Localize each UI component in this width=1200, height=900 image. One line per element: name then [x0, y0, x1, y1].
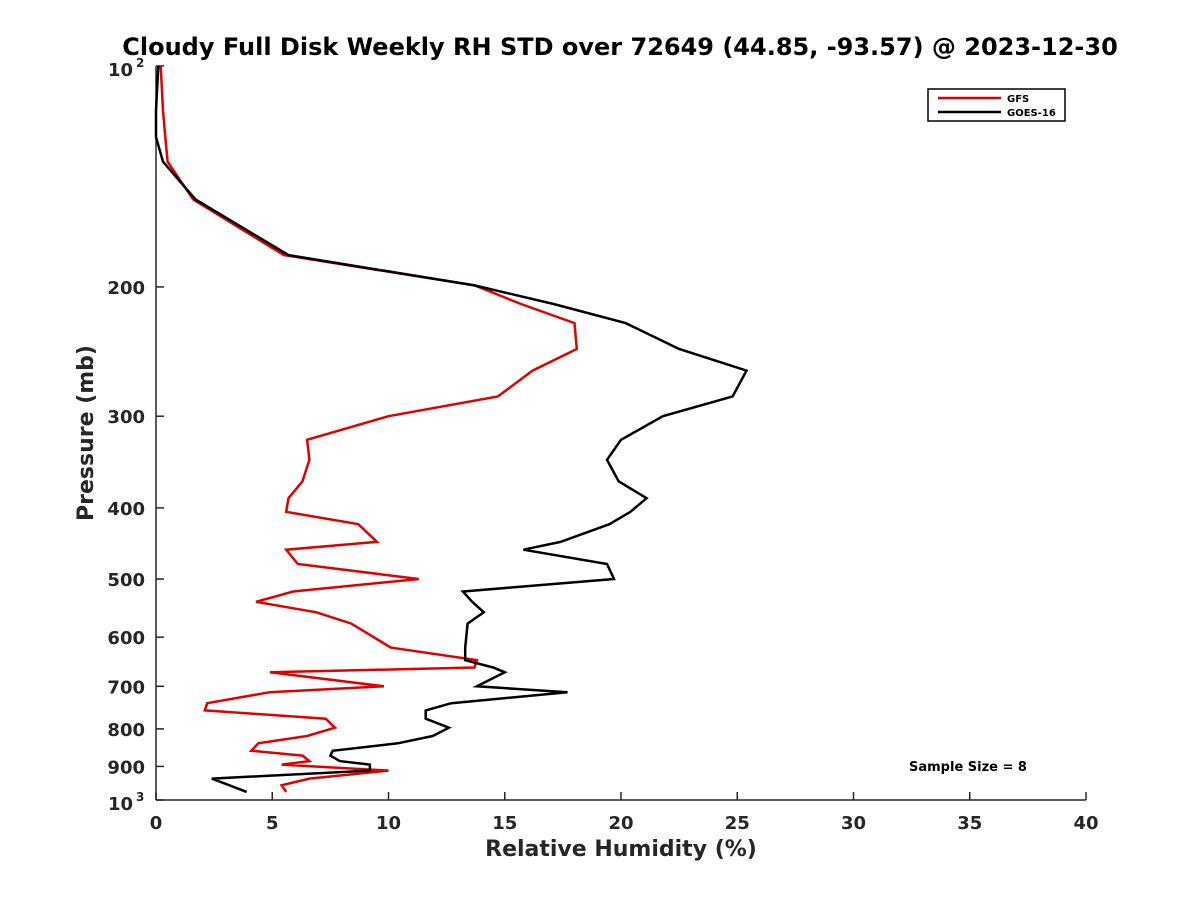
x-tick-label: 5 — [266, 813, 279, 834]
y-tick-label-exponent: 3 — [136, 790, 144, 804]
legend-label: GFS — [1007, 94, 1029, 105]
series-line-goes-16 — [154, 65, 749, 794]
x-tick-label: 20 — [608, 813, 633, 834]
y-tick-label: 300 — [107, 407, 145, 428]
x-tick-label: 30 — [841, 813, 866, 834]
x-tick-label: 10 — [376, 813, 401, 834]
y-tick-label: 600 — [107, 628, 145, 649]
x-tick-label: 40 — [1073, 813, 1098, 834]
y-tick-label: 700 — [107, 677, 145, 698]
y-tick-label: 400 — [107, 499, 145, 520]
x-tick-label: 15 — [492, 813, 517, 834]
y-tick-label-base: 10 — [108, 60, 133, 81]
chart-title: Cloudy Full Disk Weekly RH STD over 7264… — [122, 33, 1118, 61]
legend: GFS GOES-16 — [927, 88, 1066, 122]
sample-size-annotation: Sample Size = 8 — [909, 760, 1027, 775]
x-axis-label: Relative Humidity (%) — [485, 837, 757, 862]
y-tick-label: 200 — [107, 278, 145, 299]
legend-box — [927, 88, 1066, 122]
axes: 0 5 10 15 20 25 30 35 40 10 220030040050060070080… — [107, 56, 1098, 834]
y-tick-label: 500 — [107, 570, 145, 591]
y-tick-label: 800 — [107, 720, 145, 741]
series-line-gfs — [159, 65, 579, 793]
x-ticks: 0 5 10 15 20 25 30 35 40 — [150, 792, 1099, 834]
legend-label: GOES-16 — [1007, 108, 1056, 119]
legend-entries: GFS GOES-16 — [938, 94, 1056, 119]
x-tick-label: 25 — [725, 813, 750, 834]
y-tick-label-base: 10 — [108, 794, 133, 815]
y-tick-label: 10 — [108, 794, 133, 815]
y-tick-label: 900 — [107, 757, 145, 778]
x-tick-label: 0 — [150, 813, 163, 834]
x-tick-label: 35 — [957, 813, 982, 834]
y-tick-label: 10 — [108, 60, 133, 81]
series-group — [154, 65, 749, 794]
y-axis-label: Pressure (mb) — [74, 345, 99, 521]
y-tick-label-exponent: 2 — [136, 56, 144, 70]
